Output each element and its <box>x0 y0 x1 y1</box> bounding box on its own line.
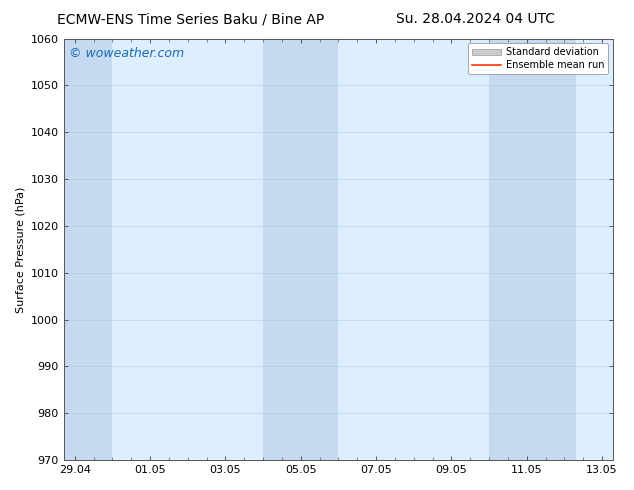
Bar <box>63 39 112 460</box>
Bar <box>489 39 576 460</box>
Bar <box>263 39 339 460</box>
Text: ECMW-ENS Time Series Baku / Bine AP: ECMW-ENS Time Series Baku / Bine AP <box>56 12 324 26</box>
Text: © woweather.com: © woweather.com <box>69 47 184 60</box>
Legend: Standard deviation, Ensemble mean run: Standard deviation, Ensemble mean run <box>468 44 609 74</box>
Text: Su. 28.04.2024 04 UTC: Su. 28.04.2024 04 UTC <box>396 12 555 26</box>
Y-axis label: Surface Pressure (hPa): Surface Pressure (hPa) <box>15 186 25 313</box>
